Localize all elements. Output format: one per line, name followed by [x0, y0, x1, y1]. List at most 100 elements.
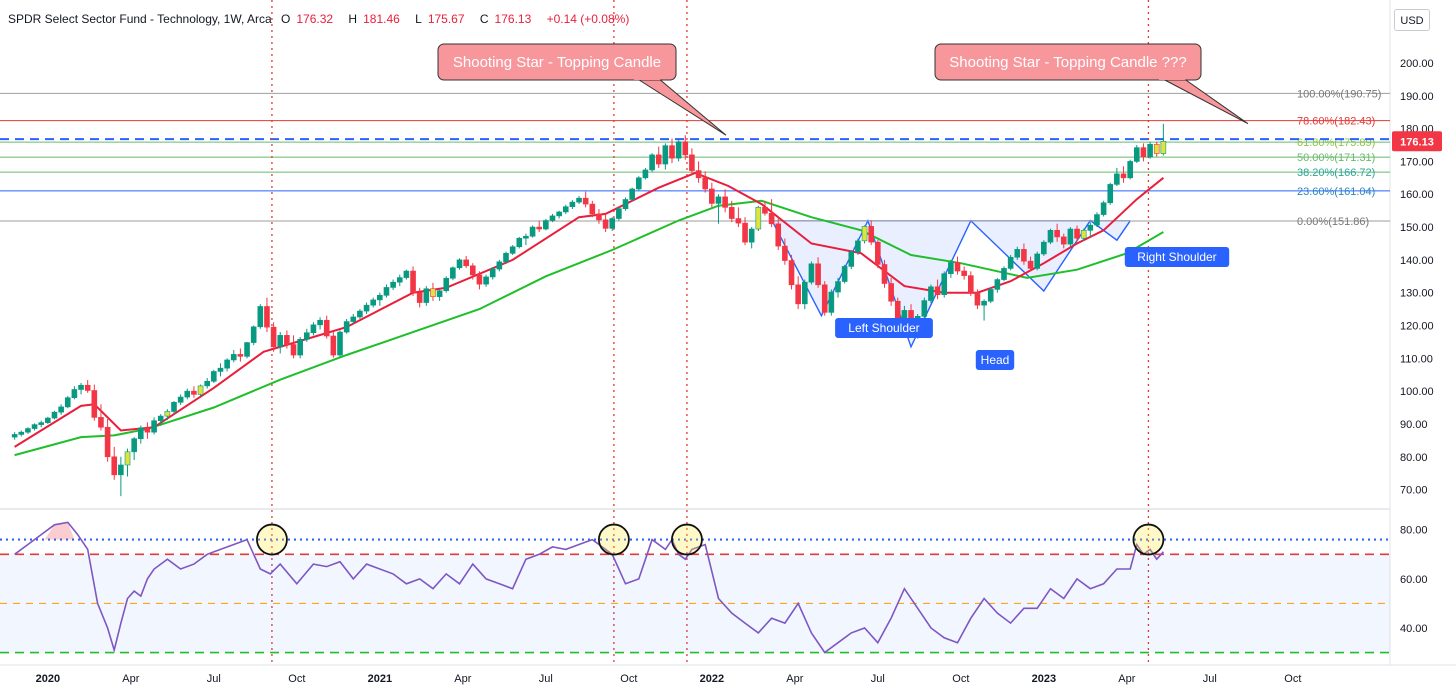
time-axis-tick: Apr	[454, 673, 471, 685]
candle	[735, 207, 742, 228]
candle-body	[1100, 202, 1107, 215]
candle	[483, 274, 489, 287]
currency-button[interactable]: USD	[1394, 9, 1430, 31]
candle	[961, 266, 967, 280]
candle	[934, 279, 941, 300]
candle-body	[290, 344, 297, 356]
candle-body	[144, 427, 151, 433]
callout-join	[1159, 74, 1185, 80]
candle-body	[1060, 236, 1067, 245]
candle-body	[363, 304, 370, 312]
candle-body	[954, 262, 961, 272]
candle	[695, 161, 702, 183]
candle-body	[536, 226, 543, 230]
ohlc-open: O 176.32	[281, 12, 339, 26]
candle-body	[894, 300, 901, 320]
ohlc-close: C 176.13	[480, 12, 537, 26]
candle-body	[1153, 144, 1160, 154]
callout-box	[934, 43, 1202, 81]
symbol-title: SPDR Select Sector Fund - Technology, 1W…	[8, 12, 272, 26]
rsi-axis-tick: 80.00	[1400, 525, 1428, 537]
candle	[815, 257, 821, 288]
candle-body	[669, 145, 675, 159]
fib-level-label: 50.00%(171.31)	[1297, 152, 1375, 164]
candle	[264, 297, 270, 333]
candle	[941, 271, 948, 298]
candle-body	[383, 287, 390, 296]
candle-body	[98, 417, 104, 428]
ohlc-low-label: L	[415, 12, 422, 26]
candle-body	[177, 396, 184, 403]
candle	[489, 267, 496, 280]
candle-body	[967, 275, 974, 293]
candle-body	[469, 265, 476, 276]
candle-body	[390, 281, 396, 288]
candle-body	[1054, 230, 1060, 238]
candle	[303, 328, 310, 342]
ohlc-high-label: H	[348, 12, 358, 26]
candle	[191, 386, 197, 398]
candle	[768, 199, 775, 228]
candle-body	[649, 154, 655, 171]
candle-body	[91, 390, 98, 418]
callout: Shooting Star - Topping Candle	[437, 43, 727, 136]
candle	[277, 332, 284, 354]
candle	[1107, 182, 1114, 205]
candle	[377, 292, 383, 306]
candle-body	[124, 451, 131, 466]
candle-body	[443, 277, 450, 292]
candle	[51, 410, 58, 420]
candle-body	[1120, 173, 1127, 179]
candle	[795, 276, 801, 310]
candle-body	[230, 354, 237, 361]
candle-body	[1007, 256, 1014, 269]
candle-body	[224, 359, 230, 369]
candle	[788, 254, 795, 290]
candle	[516, 236, 523, 249]
candle	[164, 409, 171, 421]
candle	[1140, 143, 1147, 162]
candle	[496, 259, 503, 272]
candle	[928, 284, 934, 304]
time-axis-tick: 2022	[700, 673, 724, 685]
candle-body	[755, 207, 762, 230]
candle	[410, 266, 416, 296]
candle-body	[1140, 147, 1147, 158]
candle-body	[735, 218, 742, 224]
candle-body	[596, 213, 602, 221]
candle-body	[616, 208, 622, 219]
candle-body	[961, 270, 967, 276]
candle	[655, 146, 662, 168]
price-change: +0.14 (+0.08%)	[546, 12, 630, 26]
candle	[549, 213, 556, 223]
candle	[1153, 141, 1160, 157]
candle	[967, 271, 974, 296]
candle	[662, 143, 669, 170]
callout-text: Shooting Star - Topping Candle ???	[949, 54, 1186, 71]
candle-body	[715, 196, 722, 204]
price-axis-tick: 90.00	[1400, 419, 1428, 431]
candle	[582, 191, 589, 208]
candle-body	[11, 434, 18, 438]
candle-body	[257, 306, 264, 328]
candle	[1034, 251, 1040, 271]
candle-body	[775, 223, 782, 247]
price-axis-tick: 200.00	[1400, 58, 1434, 70]
pattern-label-box	[975, 350, 1015, 370]
last-price-tag: 176.13	[1392, 131, 1442, 152]
candle	[144, 422, 151, 439]
candle-body	[45, 417, 51, 423]
candle-body	[118, 464, 124, 476]
candle-body	[576, 197, 582, 203]
candle	[18, 430, 25, 437]
candle-body	[450, 267, 456, 279]
candle-body	[164, 411, 171, 417]
candle	[357, 309, 363, 319]
candle	[1047, 228, 1054, 245]
candle	[71, 386, 78, 400]
candle	[861, 225, 868, 244]
candle	[290, 335, 297, 359]
candle-body	[330, 335, 337, 356]
callout: Shooting Star - Topping Candle ???	[934, 43, 1249, 125]
